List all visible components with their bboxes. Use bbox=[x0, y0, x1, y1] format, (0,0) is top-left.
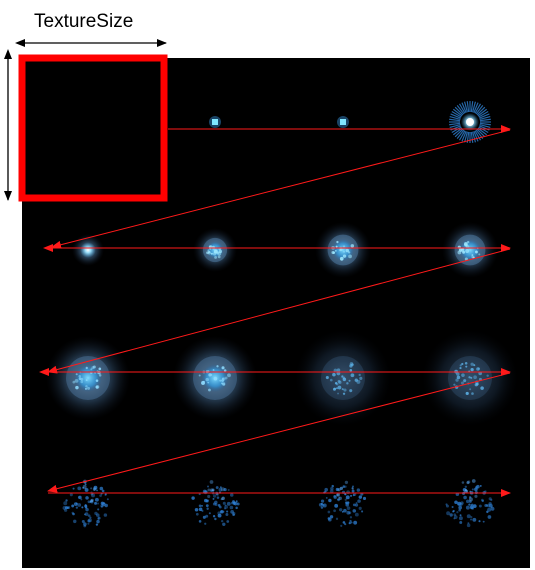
frame-14-dust bbox=[191, 480, 240, 526]
scan-arrow-return2 bbox=[47, 248, 511, 374]
frame-5-small-glow bbox=[72, 234, 104, 266]
frame-6-glow bbox=[193, 228, 237, 272]
frame-10-large-glow bbox=[173, 336, 257, 420]
frame-12-fading-glow bbox=[422, 330, 518, 426]
frame-13-dust bbox=[62, 479, 109, 528]
scan-arrow-return3 bbox=[47, 372, 511, 493]
frame-2-spark bbox=[209, 116, 221, 128]
scan-arrow-return1 bbox=[51, 129, 511, 249]
frame-16-dust bbox=[445, 479, 495, 528]
frame-9-large-glow bbox=[46, 336, 130, 420]
texture-cell-highlight bbox=[18, 54, 168, 202]
frame-11-fading-glow bbox=[295, 330, 391, 426]
texture-size-label: TextureSize bbox=[34, 11, 134, 32]
frame-3-spark bbox=[337, 116, 349, 128]
scan-path bbox=[39, 125, 511, 497]
sprite-sheet bbox=[22, 58, 530, 568]
frame-15-dust bbox=[318, 480, 367, 527]
frame-8-glow bbox=[442, 222, 498, 278]
frame-7-glow bbox=[315, 222, 371, 278]
